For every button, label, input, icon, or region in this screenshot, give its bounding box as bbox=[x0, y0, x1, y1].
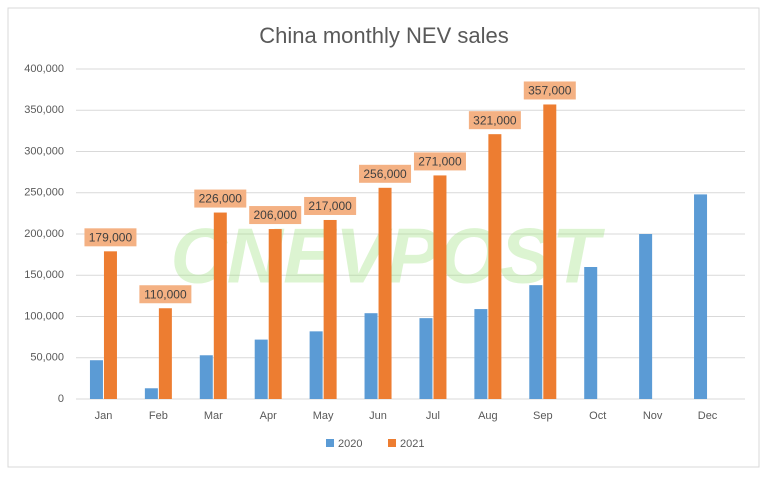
x-tick-label: May bbox=[313, 410, 334, 422]
x-tick-label: Jan bbox=[95, 410, 113, 422]
data-label-box bbox=[304, 196, 357, 215]
bar bbox=[529, 285, 543, 399]
y-tick-label: 350,000 bbox=[24, 104, 64, 116]
bar bbox=[158, 308, 172, 399]
legend-label: 2021 bbox=[400, 438, 424, 450]
data-label: 206,000 bbox=[254, 208, 298, 222]
bar bbox=[419, 318, 433, 399]
legend-swatch bbox=[326, 439, 334, 447]
data-label: 256,000 bbox=[363, 167, 407, 181]
x-tick-label: Mar bbox=[204, 410, 223, 422]
data-label-box bbox=[413, 152, 466, 171]
bar bbox=[433, 175, 447, 399]
x-tick-label: Dec bbox=[698, 410, 718, 422]
x-tick-label: Oct bbox=[589, 410, 606, 422]
y-tick-label: 150,000 bbox=[24, 269, 64, 281]
data-label: 217,000 bbox=[308, 199, 352, 213]
chart-title: China monthly NEV sales bbox=[259, 23, 508, 48]
bar bbox=[323, 219, 337, 399]
x-tick-label: Jul bbox=[426, 410, 440, 422]
bar bbox=[213, 212, 227, 399]
bar bbox=[474, 309, 488, 399]
data-label: 321,000 bbox=[473, 113, 517, 127]
data-label: 271,000 bbox=[418, 155, 462, 169]
bar bbox=[543, 104, 557, 399]
bar bbox=[103, 251, 117, 399]
bar bbox=[364, 313, 378, 399]
y-tick-label: 100,000 bbox=[24, 310, 64, 322]
y-tick-label: 0 bbox=[58, 393, 64, 405]
bar bbox=[268, 229, 282, 399]
data-label-box bbox=[468, 111, 521, 130]
y-tick-label: 250,000 bbox=[24, 187, 64, 199]
bar bbox=[694, 194, 708, 399]
x-tick-label: Sep bbox=[533, 410, 553, 422]
data-label: 226,000 bbox=[199, 192, 243, 206]
y-tick-label: 400,000 bbox=[24, 63, 64, 75]
x-tick-label: Jun bbox=[369, 410, 387, 422]
data-label: 357,000 bbox=[528, 84, 572, 98]
bar bbox=[254, 339, 268, 399]
bar bbox=[378, 187, 392, 399]
bar bbox=[199, 355, 213, 399]
legend-swatch bbox=[388, 439, 396, 447]
bar bbox=[584, 267, 598, 399]
y-tick-label: 50,000 bbox=[30, 352, 64, 364]
data-label-box bbox=[523, 81, 576, 100]
legend-label: 2020 bbox=[338, 438, 362, 450]
data-label-box bbox=[194, 189, 247, 208]
x-tick-label: Feb bbox=[149, 410, 168, 422]
data-label-box bbox=[359, 164, 412, 183]
bar bbox=[309, 331, 323, 399]
data-label: 179,000 bbox=[89, 230, 133, 244]
x-tick-label: Nov bbox=[643, 410, 663, 422]
data-label-box bbox=[84, 228, 137, 247]
data-label: 110,000 bbox=[144, 287, 187, 301]
data-label-box bbox=[249, 206, 302, 225]
y-tick-label: 200,000 bbox=[24, 228, 64, 240]
bar bbox=[639, 234, 653, 399]
x-tick-label: Apr bbox=[260, 410, 277, 422]
x-tick-label: Aug bbox=[478, 410, 498, 422]
bar bbox=[89, 360, 103, 399]
data-label-box bbox=[139, 285, 192, 304]
bar bbox=[144, 388, 158, 399]
bar bbox=[488, 134, 502, 400]
y-tick-label: 300,000 bbox=[24, 145, 64, 157]
